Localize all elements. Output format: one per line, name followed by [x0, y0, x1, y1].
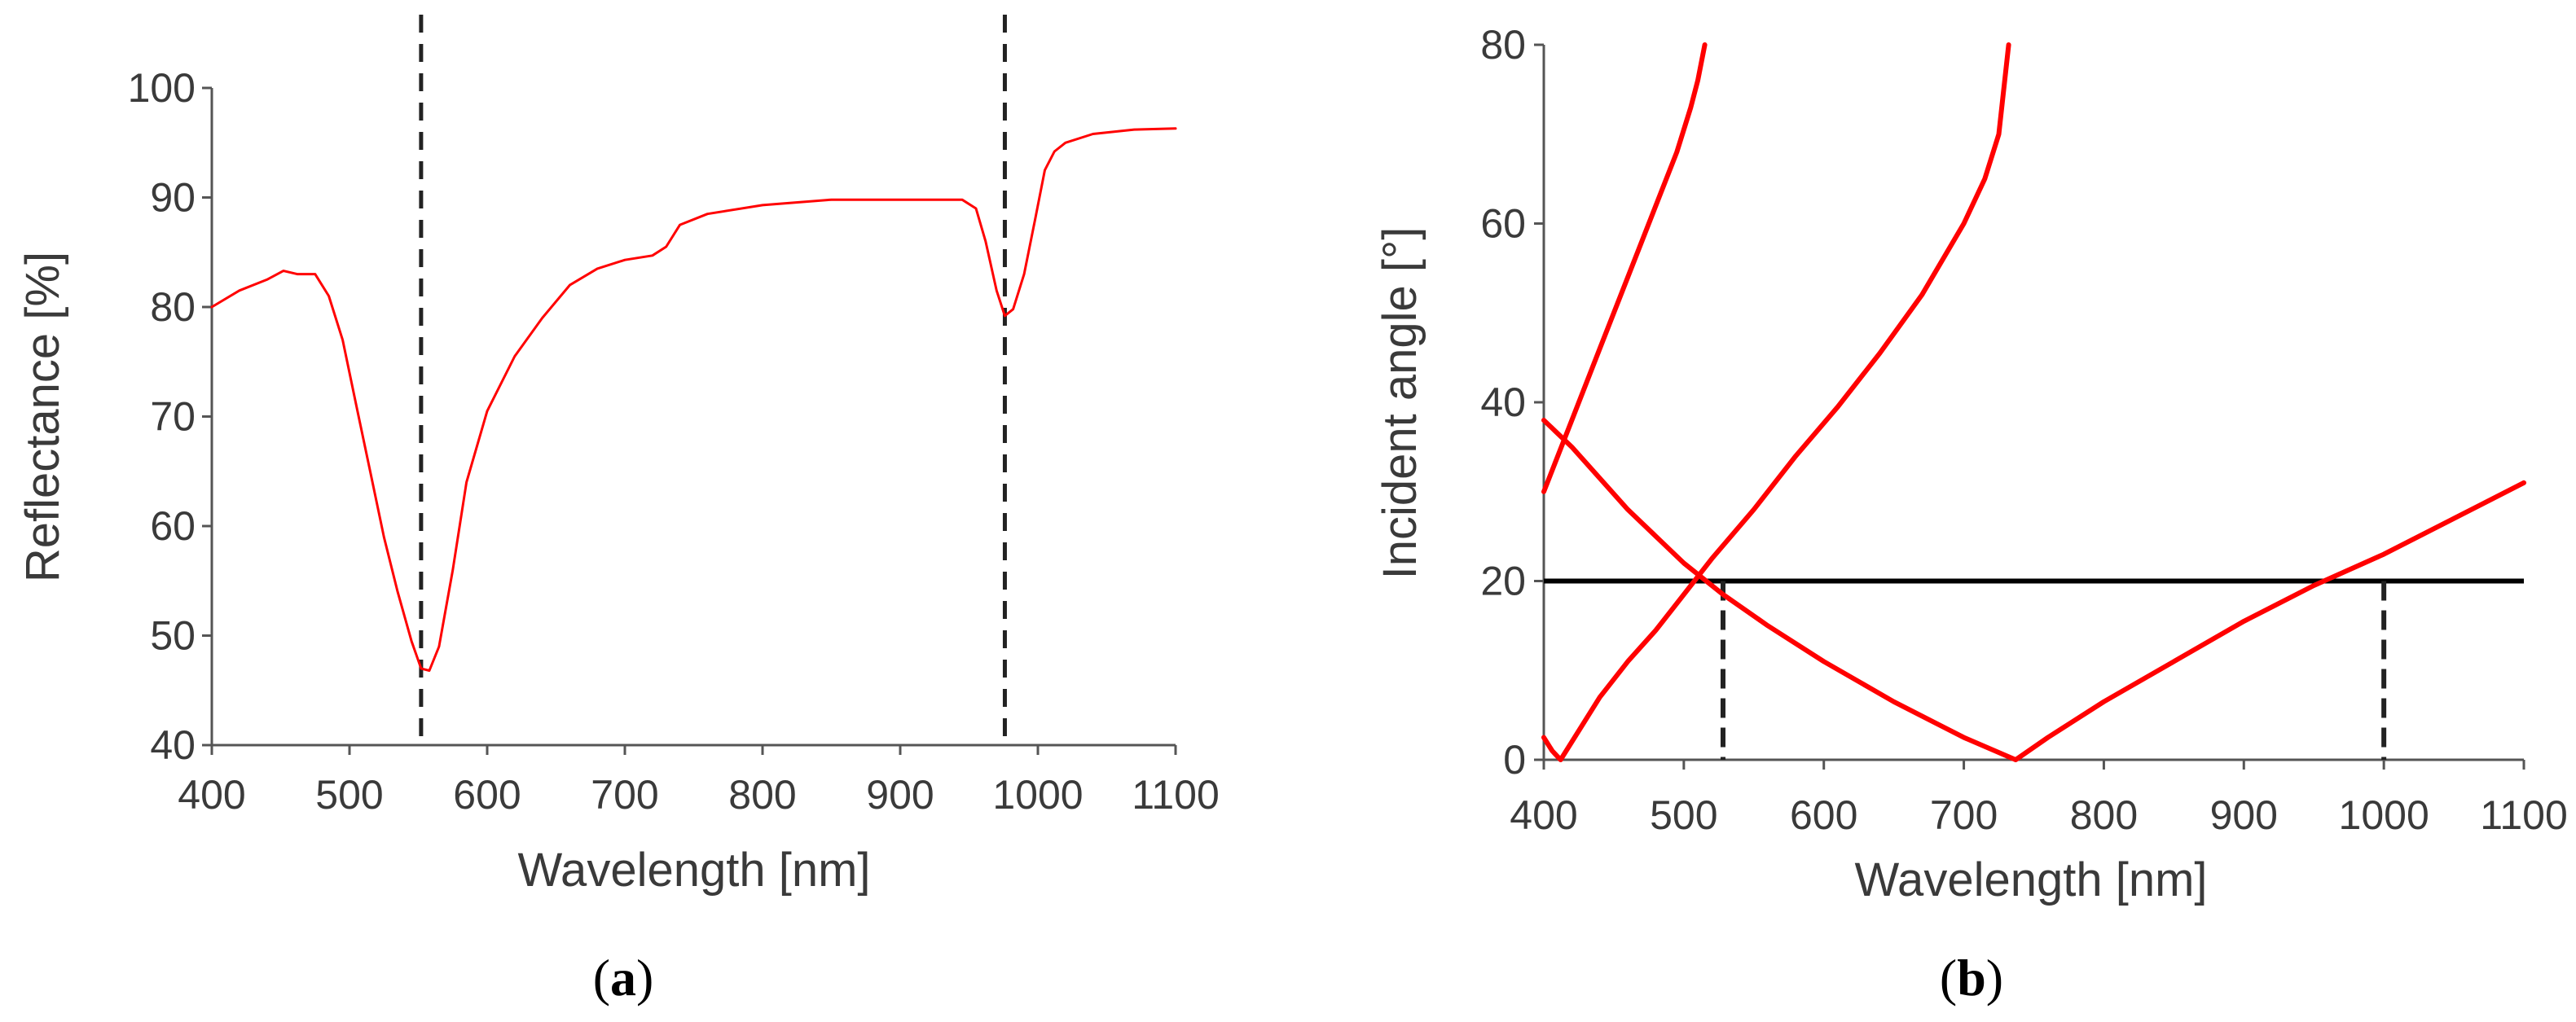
x-tick-label: 400: [1510, 792, 1577, 838]
y-tick-label: 60: [1480, 201, 1526, 247]
chart-panel-b: 400 500 600 700 800 900 1000 1100 0 20 40 60 80 Wave…: [1374, 22, 2568, 1007]
series-line-3: [1541, 418, 2526, 762]
y-tick-label: 40: [1480, 379, 1526, 425]
y-tick-label: 60: [150, 503, 196, 549]
x-axis-title-b: Wavelength [nm]: [1854, 853, 2207, 906]
y-tick-label: 80: [1480, 22, 1526, 68]
x-tick-label: 500: [1650, 792, 1717, 838]
x-tick-label: 1000: [2339, 792, 2429, 838]
x-tick-label: 900: [866, 772, 934, 818]
y-tick-label: 40: [150, 722, 196, 768]
x-tick-label: 600: [453, 772, 521, 818]
y-tick-label: 90: [150, 175, 196, 221]
chart-panel-a: 400 500 600 700 800 900 1000 1100 40 50 60 70 80 90 10…: [16, 15, 1220, 1007]
y-tick-label: 20: [1480, 559, 1526, 604]
y-tick-label: 0: [1503, 737, 1526, 783]
x-tick-label: 700: [1930, 792, 1998, 838]
x-tick-label: 1100: [1132, 772, 1220, 818]
x-tick-label: 700: [591, 772, 658, 818]
y-tick-label: 100: [128, 65, 196, 111]
y-tick-label: 50: [150, 613, 196, 659]
x-tick-label: 800: [2070, 792, 2138, 838]
x-tick-label: 400: [178, 772, 245, 818]
x-tick-label: 1000: [992, 772, 1083, 818]
x-tick-label: 800: [728, 772, 796, 818]
y-axis-title-a: Reflectance [%]: [16, 252, 69, 582]
x-tick-label: 1100: [2480, 792, 2568, 838]
x-tick-label: 500: [315, 772, 383, 818]
x-axis-title-a: Wavelength [nm]: [517, 844, 870, 897]
x-tick-label: 900: [2210, 792, 2278, 838]
y-tick-label: 70: [150, 394, 196, 440]
y-axis-title-b: Incident angle [°]: [1374, 227, 1426, 580]
series-line-2: [1541, 42, 2011, 762]
series-line-1: [210, 127, 1177, 672]
series-line-1: [1541, 42, 1708, 494]
caption-b: (b): [1940, 949, 2003, 1007]
y-tick-label: 80: [150, 284, 196, 330]
x-tick-label: 600: [1790, 792, 1857, 838]
caption-a: (a): [593, 949, 654, 1007]
